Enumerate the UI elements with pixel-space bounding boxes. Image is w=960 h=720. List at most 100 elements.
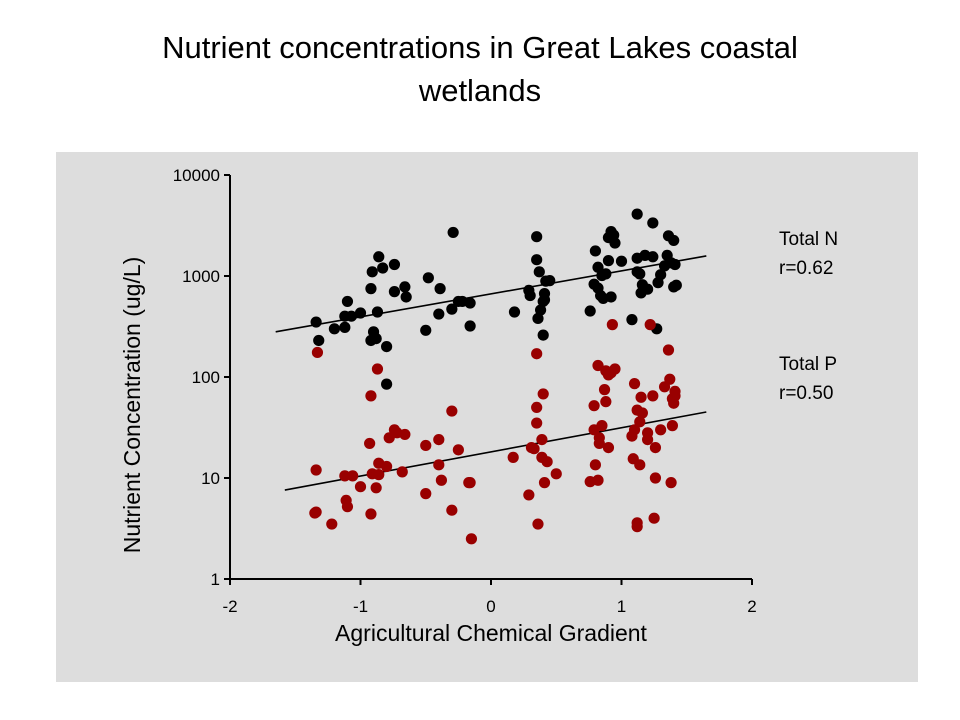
data-point-series-2 [433,459,445,471]
data-point-series-2 [598,384,611,396]
data-point-series-2 [592,474,604,486]
data-point-series-2 [644,319,656,331]
data-point-series-1 [669,258,681,271]
series-label-1: Total N [779,229,838,250]
series-correlation-2: r=0.50 [779,383,833,404]
data-point-series-1 [647,251,659,263]
data-point-series-2 [600,396,612,408]
data-point-series-2 [664,373,676,385]
data-point-series-2 [354,481,367,493]
data-point-series-1 [381,378,393,390]
data-point-series-2 [373,469,385,481]
series-correlation-1: r=0.62 [779,258,833,279]
data-point-series-2 [523,489,535,501]
data-point-series-2 [536,433,548,446]
data-point-series-1 [668,234,680,247]
x-tick-label: 1 [617,597,626,616]
plot-panel [56,152,918,682]
data-point-series-2 [665,477,677,489]
data-point-series-1 [631,208,643,220]
data-point-series-2 [628,424,641,436]
data-point-series-2 [596,420,608,432]
data-point-series-1 [446,303,458,315]
data-point-series-2 [531,348,543,360]
data-point-series-2 [642,427,654,439]
data-point-series-2 [588,400,600,412]
data-point-series-2 [365,508,377,520]
data-point-series-1 [602,255,615,267]
data-point-series-1 [341,295,354,308]
data-point-series-2 [310,506,322,518]
data-point-series-1 [668,281,680,293]
data-point-series-2 [371,363,384,375]
data-point-series-2 [606,319,618,331]
data-point-series-2 [538,477,551,489]
data-point-series-1 [373,251,385,263]
data-point-series-2 [433,433,445,446]
data-point-series-2 [634,459,646,471]
data-point-series-2 [636,407,648,419]
y-axis-title: Nutrient Concentration (ug/L) [119,257,145,554]
data-point-series-2 [631,521,643,533]
data-point-series-2 [602,441,615,454]
data-point-series-1 [464,320,476,332]
data-point-series-1 [655,269,667,281]
data-point-series-1 [420,324,432,336]
data-point-series-2 [532,518,544,530]
data-point-series-2 [589,459,602,471]
data-point-series-1 [538,294,551,306]
data-point-series-1 [328,323,340,335]
data-point-series-1 [642,283,654,295]
data-point-series-1 [544,275,556,287]
data-point-series-1 [345,310,357,322]
data-point-series-2 [310,464,322,476]
data-point-series-2 [634,416,646,428]
data-point-series-1 [370,332,382,345]
x-axis-title: Agricultural Chemical Gradient [335,620,648,646]
data-point-series-1 [615,255,628,267]
data-point-series-1 [534,304,547,316]
data-point-series-2 [452,444,464,456]
data-point-series-1 [400,291,412,303]
data-point-series-1 [381,340,393,353]
data-point-series-1 [433,308,445,320]
data-point-series-2 [537,388,549,400]
data-point-series-1 [531,254,543,266]
data-point-series-1 [388,258,401,271]
data-point-series-1 [371,306,384,318]
data-point-series-2 [420,488,432,500]
data-point-series-2 [507,451,519,463]
data-point-series-2 [655,424,667,436]
data-point-series-2 [531,401,543,414]
x-tick-label: 2 [747,597,756,616]
x-tick-label: 0 [486,597,495,616]
data-point-series-1 [366,266,378,278]
data-point-series-2 [593,437,605,450]
y-tick-label: 1 [211,570,220,589]
data-point-series-2 [668,397,680,409]
data-point-series-1 [605,291,617,303]
y-tick-label: 10000 [173,166,220,185]
data-point-series-2 [666,420,678,432]
y-tick-label: 1000 [182,267,220,286]
data-point-series-2 [347,470,359,482]
data-point-series-2 [628,378,641,390]
data-point-series-2 [435,474,448,486]
data-point-series-1 [464,297,476,309]
data-point-series-2 [609,363,621,375]
x-tick-label: -1 [353,597,368,616]
data-point-series-1 [584,305,596,317]
data-point-series-1 [310,316,322,328]
data-point-series-1 [399,281,411,293]
data-point-series-2 [649,441,662,454]
data-point-series-2 [649,472,662,484]
data-point-series-2 [381,460,393,473]
data-point-series-1 [354,307,367,319]
data-point-series-1 [313,334,325,347]
data-point-series-1 [377,262,389,274]
data-point-series-2 [541,456,553,468]
data-point-series-1 [422,272,434,284]
data-point-series-2 [635,391,647,403]
data-point-series-1 [365,283,377,295]
data-point-series-2 [370,482,382,494]
